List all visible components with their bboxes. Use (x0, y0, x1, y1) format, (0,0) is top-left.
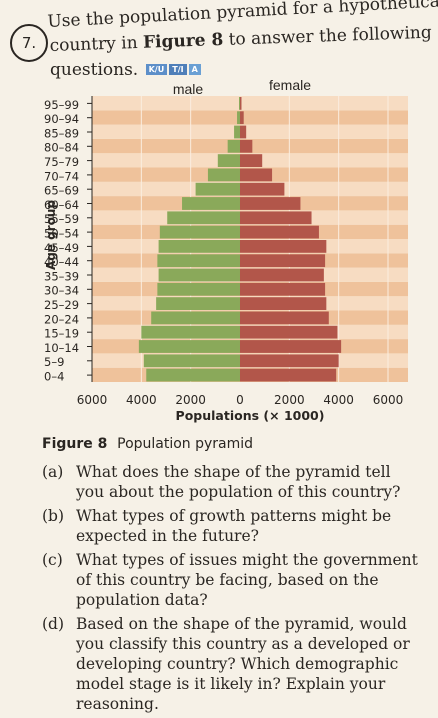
figure-label: Figure 8 (42, 436, 108, 452)
male-bar-70–74 (207, 168, 240, 182)
x-tick-label: 4000 (323, 393, 354, 407)
female-bar-90–94 (240, 111, 244, 125)
x-tick-label: 2000 (274, 393, 305, 407)
female-bar-35–39 (240, 268, 324, 282)
male-bar-45–49 (158, 240, 240, 253)
age-label: 60–64 (44, 198, 79, 212)
badge-ku: K/U (145, 64, 168, 75)
age-group-labels: 0–45–910–1415–1920–2425–2930–3435–3940–4… (44, 96, 93, 384)
age-label: 45–49 (44, 241, 79, 255)
question-parts: (a) What does the shape of the pyramid te… (42, 462, 422, 718)
female-bar-65–69 (240, 182, 285, 196)
age-label: 90–94 (44, 112, 79, 126)
female-bar-40–44 (240, 254, 326, 268)
bg-row (92, 96, 408, 111)
male-bar-50–54 (159, 225, 240, 239)
chart-background (91, 96, 408, 382)
age-label: 10–14 (44, 341, 79, 355)
male-bar-35–39 (158, 268, 240, 282)
x-tick-label: 6000 (373, 393, 404, 407)
male-bar-5–9 (143, 354, 240, 368)
age-label: 85–89 (44, 126, 79, 140)
male-bar-20–24 (151, 311, 240, 325)
age-label: 20–24 (44, 312, 79, 326)
chart-bars (138, 97, 342, 382)
male-bar-55–59 (167, 211, 240, 225)
question-part-a: (a) What does the shape of the pyramid te… (42, 463, 401, 501)
male-bar-95–99 (239, 97, 240, 110)
age-label: 95–99 (44, 98, 79, 112)
male-bar-60–64 (182, 197, 240, 210)
question-part-c: (c) What types of issues might the govern… (42, 551, 418, 609)
male-bar-65–69 (195, 182, 240, 196)
male-bar-85–89 (234, 125, 240, 139)
age-label: 80–84 (44, 141, 79, 155)
female-bar-10–14 (240, 340, 342, 353)
legend-male: male (173, 81, 204, 97)
male-bar-10–14 (138, 340, 240, 353)
x-axis-label: Populations (× 1000) (176, 408, 325, 423)
x-tick-label: 0 (236, 393, 244, 407)
legend-female: female (269, 78, 311, 93)
age-label: 30–34 (44, 284, 79, 298)
female-bar-50–54 (240, 225, 319, 239)
x-tick-labels: 6000 4000 2000 0 2000 4000 6000 (77, 393, 404, 407)
female-bar-60–64 (240, 197, 301, 210)
question-line-3: questions. K/U T/I A (50, 60, 201, 80)
figure-caption: Figure 8 Population pyramid (42, 436, 253, 452)
bg-row (92, 124, 408, 139)
bg-row (92, 110, 408, 125)
female-bar-30–34 (240, 282, 326, 296)
male-bar-75–79 (217, 154, 240, 167)
age-label: 75–79 (44, 155, 79, 169)
female-bar-5–9 (240, 354, 339, 368)
female-bar-70–74 (240, 168, 273, 182)
question-part-b: (b) What types of growth patterns might b… (42, 507, 392, 545)
age-label: 25–29 (44, 298, 79, 312)
female-bar-85–89 (240, 125, 247, 139)
population-pyramid-chart: 0–45–910–1415–1920–2425–2930–3435–3940–4… (44, 78, 408, 423)
female-bar-45–49 (240, 240, 327, 253)
male-bar-40–44 (157, 254, 240, 268)
figure-reference: Figure 8 (142, 29, 224, 53)
age-label: 5–9 (44, 355, 64, 369)
male-bar-80–84 (227, 139, 240, 153)
female-bar-0–4 (240, 368, 337, 382)
badge-ti: T/I (169, 64, 187, 75)
female-bar-15–19 (240, 325, 338, 339)
age-label: 50–54 (44, 227, 79, 241)
question-header: 7. Use the population pyramid for a hypo… (4, 0, 438, 86)
age-label: 65–69 (44, 184, 79, 198)
age-label: 40–44 (44, 255, 79, 269)
female-bar-20–24 (240, 311, 329, 325)
age-label: 35–39 (44, 269, 79, 283)
badge-a: A (188, 64, 201, 75)
male-bar-15–19 (141, 325, 240, 339)
figure-title: Population pyramid (117, 436, 254, 452)
female-bar-95–99 (240, 97, 242, 110)
female-bar-80–84 (240, 139, 253, 153)
age-label: 0–4 (44, 370, 64, 384)
female-bar-75–79 (240, 154, 263, 167)
male-bar-90–94 (237, 111, 240, 125)
x-tick-label: 2000 (175, 393, 206, 407)
male-bar-30–34 (157, 282, 240, 296)
x-tick-label: 6000 (77, 393, 108, 407)
age-label: 55–59 (44, 212, 79, 226)
male-bar-0–4 (146, 368, 240, 382)
question-number: 7. (10, 24, 48, 62)
male-bar-25–29 (156, 297, 240, 310)
question-part-d: (d) Based on the shape of the pyramid, wo… (42, 615, 410, 713)
x-tick-label: 4000 (126, 393, 157, 407)
female-bar-55–59 (240, 211, 312, 225)
age-label: 70–74 (44, 169, 79, 183)
age-label: 15–19 (44, 327, 79, 341)
female-bar-25–29 (240, 297, 327, 310)
